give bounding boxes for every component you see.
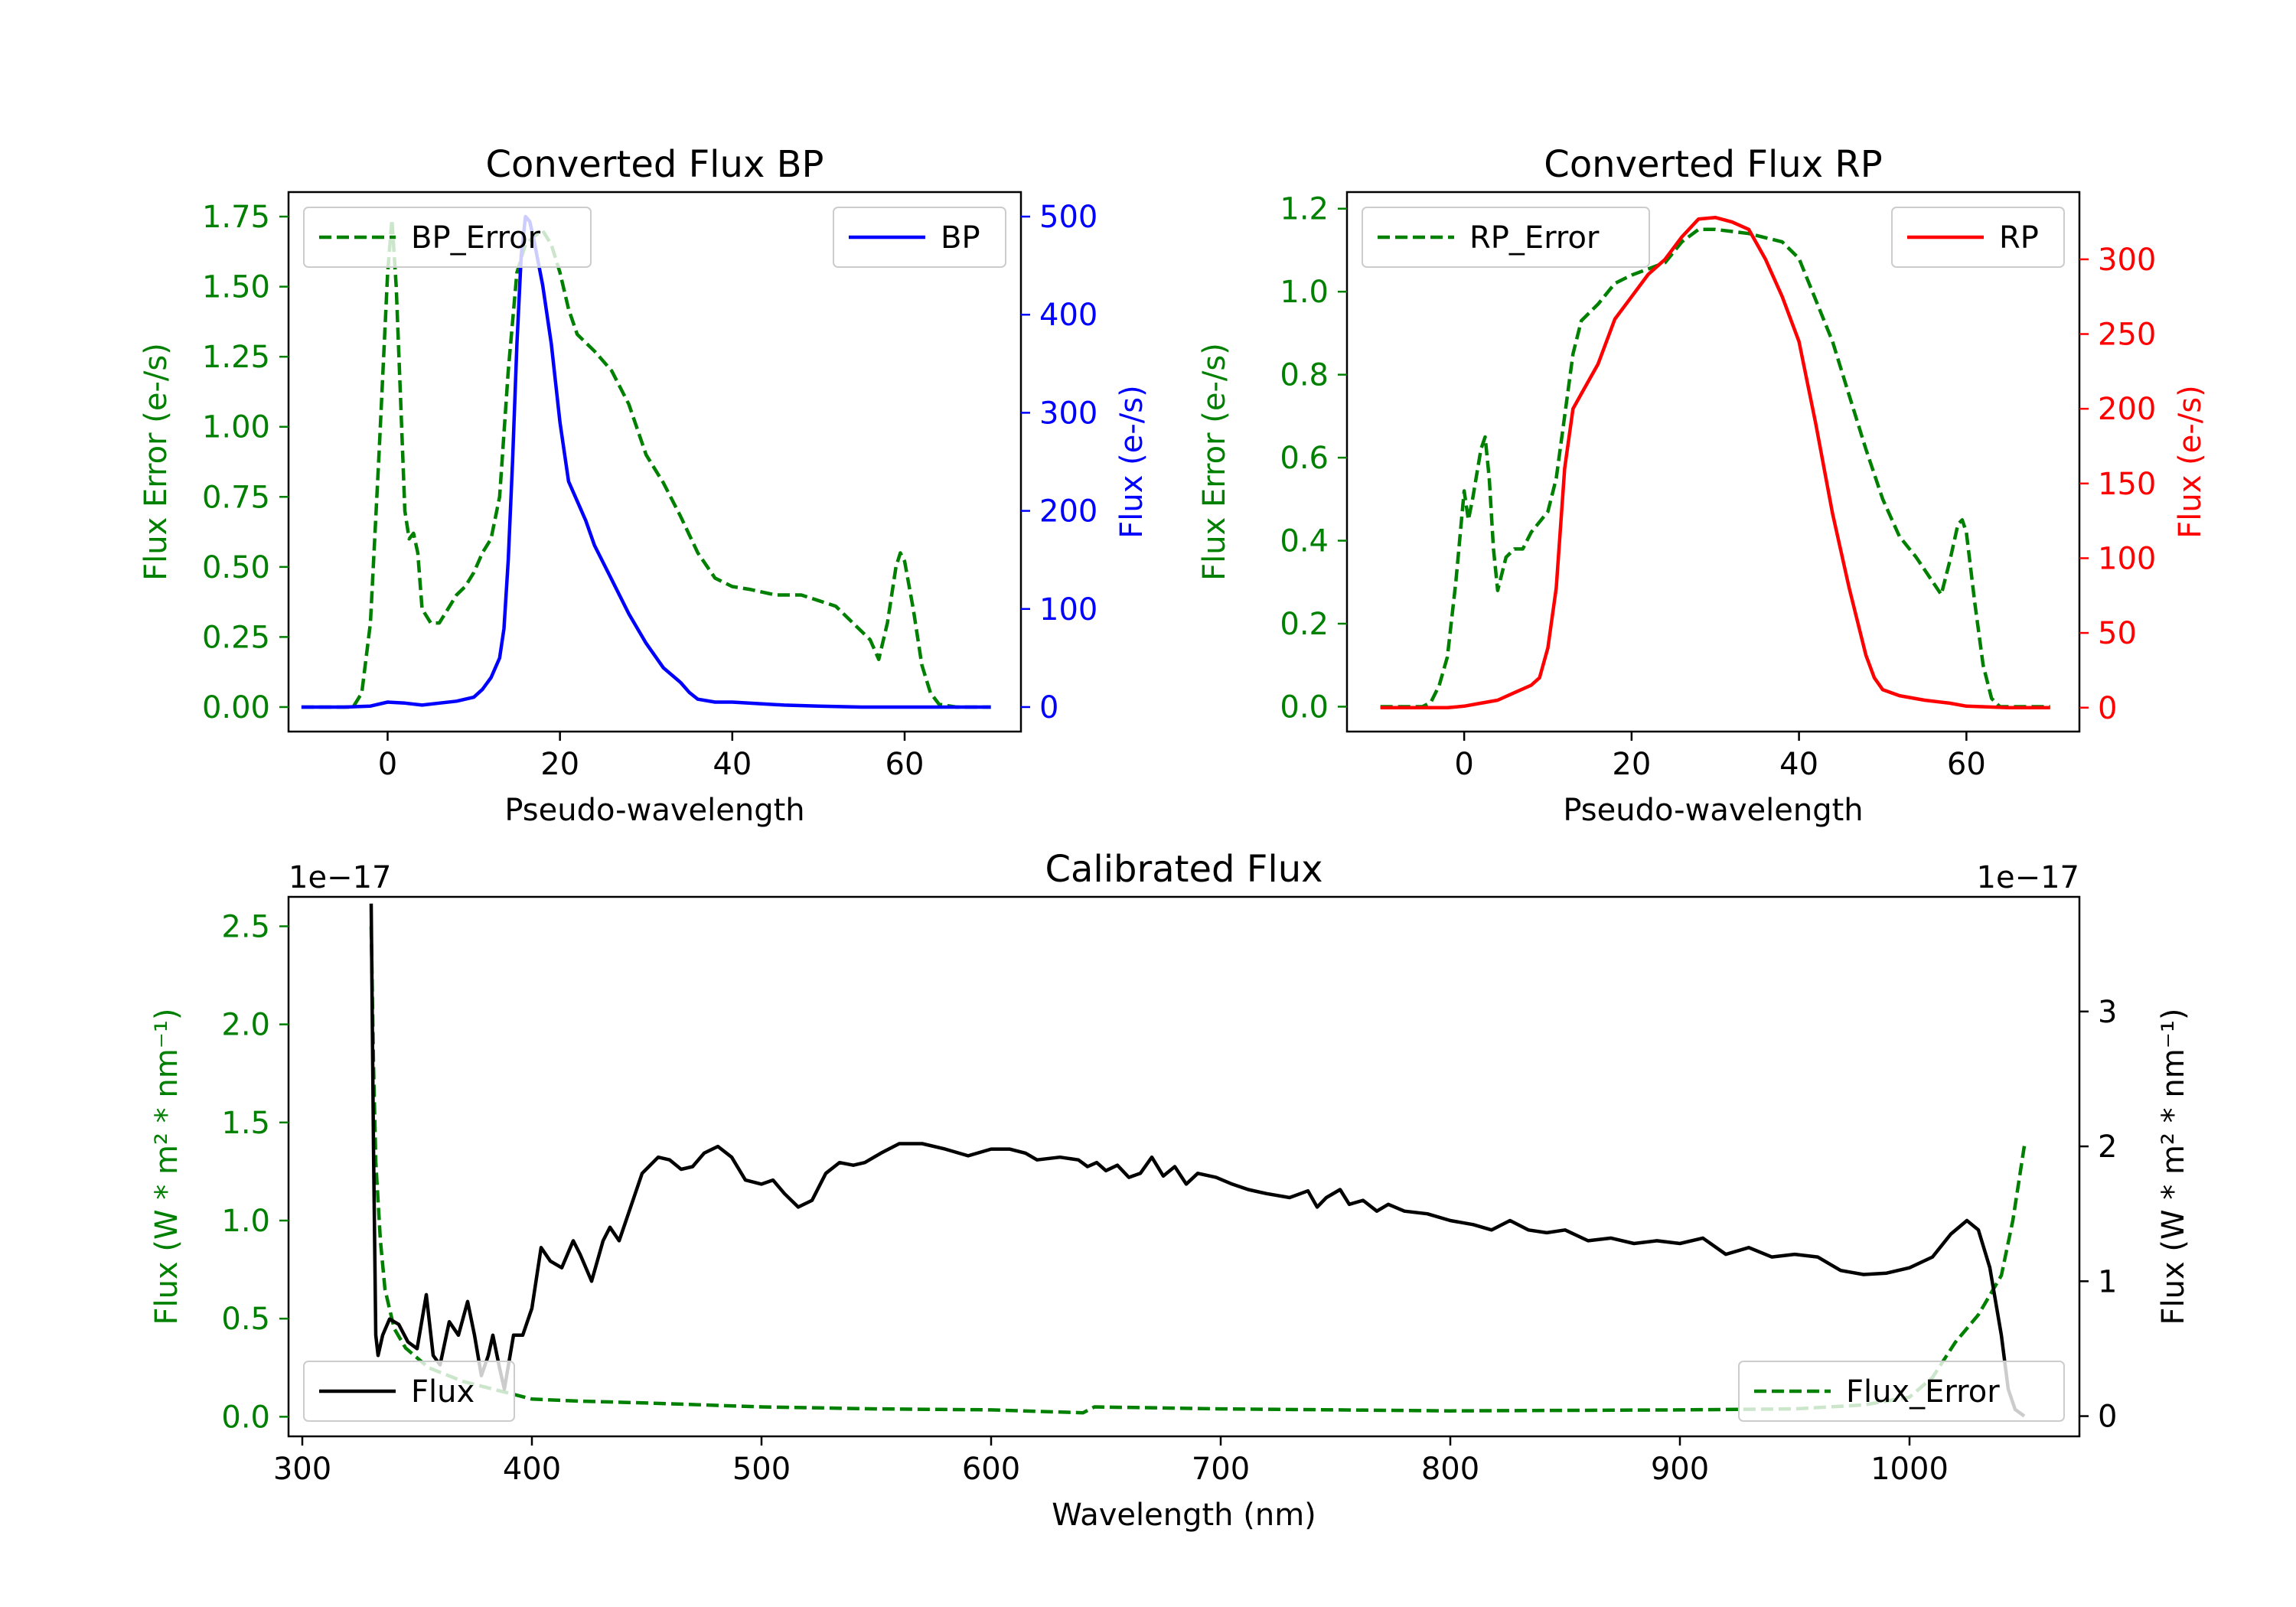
legend-label: BP_Error: [411, 220, 541, 256]
y-right-axis-label: Flux (e-/s): [2173, 385, 2208, 538]
y-right-tick-label: 100: [1039, 592, 1097, 627]
y-right-tick-label: 200: [2098, 392, 2156, 427]
y-right-tick-label: 100: [2098, 541, 2156, 576]
axes-frame: [287, 191, 1022, 733]
panel-converted-flux-bp: 0 20 40 60 0.00 0.25 0.50 0.75 1.00 1.25 1.50 1.75 0…: [139, 143, 1150, 828]
legend-box: [303, 207, 592, 268]
y-left-tick-label: 0.5: [221, 1302, 270, 1337]
y-left-tick-label: 0.0: [221, 1400, 270, 1435]
y-left-tick-label: 1.2: [1280, 192, 1329, 227]
y-right-tick-label: 0: [2098, 1400, 2117, 1435]
panel-calibrated-flux: 300 400 500 600 700 800 900 1000 0.0 0.5 1.0 1.5 2.0…: [149, 848, 2191, 1533]
y-left-tick-label: 1.0: [221, 1204, 270, 1239]
y-left-tick-label: 0.50: [202, 550, 270, 585]
series-line-flux-error: [369, 926, 2027, 1415]
y-left-tick-label: 0.2: [1280, 607, 1329, 642]
legend-label: Flux_Error: [1846, 1374, 2000, 1410]
y-left-tick-label: 0.75: [202, 480, 270, 515]
x-tick-label: 600: [962, 1452, 1020, 1487]
y-left-axis-label: Flux Error (e-/s): [1197, 343, 1232, 581]
y-left-tick-label: 1.75: [202, 200, 270, 235]
series-line-bp: [301, 214, 991, 709]
legend-label: Flux: [411, 1374, 475, 1410]
y-right-tick-label: 1: [2098, 1264, 2117, 1299]
series-line-rp-error: [1380, 227, 2050, 709]
chart-title: Converted Flux RP: [1544, 143, 1882, 186]
x-tick-label: 800: [1421, 1452, 1479, 1487]
x-tick-label: 900: [1651, 1452, 1709, 1487]
axes-frame: [287, 895, 2081, 1438]
x-axis-label: Pseudo-wavelength: [504, 793, 804, 828]
y-right-tick-label: 250: [2098, 318, 2156, 353]
x-tick-label: 1000: [1870, 1452, 1949, 1487]
y-left-axis-label: Flux (W * m² * nm⁻¹): [149, 1009, 184, 1325]
y-right-tick-label: 300: [1039, 396, 1097, 431]
y-right-axis-label: Flux (e-/s): [1114, 385, 1150, 538]
series-line-rp: [1380, 215, 2050, 710]
y-right-offset-text: 1e−17: [1977, 860, 2079, 895]
x-tick-label: 60: [1947, 747, 1986, 782]
y-left-tick-label: 0.8: [1280, 358, 1329, 393]
x-axis-label: Wavelength (nm): [1052, 1498, 1316, 1533]
legend-box: [1362, 207, 1650, 268]
y-right-tick-label: 150: [2098, 467, 2156, 502]
y-right-tick-label: 3: [2098, 995, 2117, 1030]
x-tick-label: 0: [1454, 747, 1473, 782]
series-line-bp-error: [301, 217, 991, 709]
y-left-tick-label: 1.00: [202, 410, 270, 445]
y-left-tick-label: 0.25: [202, 620, 270, 655]
y-left-tick-label: 2.0: [221, 1008, 270, 1043]
y-left-tick-label: 1.50: [202, 270, 270, 305]
x-tick-label: 20: [1612, 747, 1651, 782]
legend-box: [303, 1361, 515, 1422]
y-left-offset-text: 1e−17: [289, 860, 391, 895]
y-right-tick-label: 0: [1039, 690, 1058, 725]
y-left-tick-label: 0.00: [202, 690, 270, 725]
y-right-axis-label: Flux (W * m² * nm⁻¹): [2156, 1009, 2191, 1325]
y-right-tick-label: 200: [1039, 494, 1097, 530]
chart-title: Calibrated Flux: [1045, 848, 1322, 891]
x-axis-label: Pseudo-wavelength: [1563, 793, 1863, 828]
y-left-tick-label: 1.0: [1280, 275, 1329, 310]
y-right-tick-label: 50: [2098, 616, 2137, 651]
legend-label: RP: [1999, 220, 2039, 256]
y-left-tick-label: 1.5: [221, 1106, 270, 1141]
y-left-tick-label: 0.6: [1280, 441, 1329, 476]
x-tick-label: 40: [1779, 747, 1818, 782]
y-right-tick-label: 400: [1039, 298, 1097, 333]
x-tick-label: 700: [1192, 1452, 1250, 1487]
panel-converted-flux-rp: 0 20 40 60 0.0 0.2 0.4 0.6 0.8 1.0 1.2 0 50 100 150 200…: [1197, 143, 2208, 828]
x-tick-label: 20: [540, 747, 579, 782]
y-left-tick-label: 1.25: [202, 340, 270, 375]
y-left-tick-label: 0.4: [1280, 524, 1329, 559]
y-right-tick-label: 2: [2098, 1129, 2117, 1165]
y-right-tick-label: 300: [2098, 243, 2156, 278]
x-tick-label: 300: [273, 1452, 331, 1487]
x-tick-label: 40: [713, 747, 752, 782]
chart-title: Converted Flux BP: [486, 143, 824, 186]
x-tick-label: 500: [732, 1452, 791, 1487]
y-right-tick-label: 0: [2098, 691, 2117, 726]
y-left-axis-label: Flux Error (e-/s): [139, 343, 174, 581]
legend-label: BP: [941, 220, 980, 256]
y-left-tick-label: 0.0: [1280, 689, 1329, 725]
x-tick-label: 60: [885, 747, 925, 782]
y-right-tick-label: 500: [1039, 200, 1097, 235]
x-tick-label: 400: [503, 1452, 561, 1487]
legend-label: RP_Error: [1469, 220, 1600, 256]
y-left-tick-label: 2.5: [221, 909, 270, 944]
axes-frame: [1345, 191, 2081, 733]
legend-box: [1738, 1361, 2065, 1422]
x-tick-label: 0: [378, 747, 397, 782]
